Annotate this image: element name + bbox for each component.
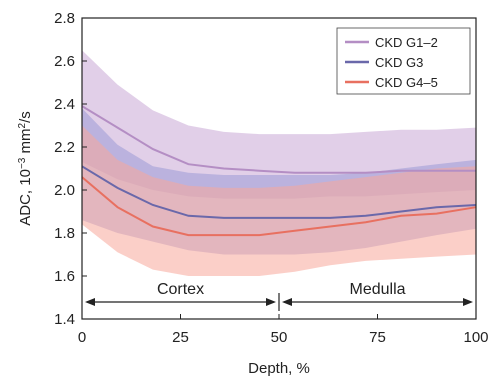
y-tick-label: 2.8 bbox=[54, 10, 75, 27]
y-axis-title-exponent: −3 bbox=[17, 157, 28, 169]
y-tick-label: 1.8 bbox=[54, 225, 75, 242]
y-tick-label: 2.6 bbox=[54, 53, 75, 70]
legend: CKD G1–2 CKD G3 CKD G4–5 bbox=[337, 28, 470, 94]
y-tick-label: 2.0 bbox=[54, 182, 75, 199]
arrow-head-right-icon bbox=[463, 298, 473, 306]
y-tick-label: 1.6 bbox=[54, 268, 75, 285]
y-axis-title-unit-tail: /s bbox=[17, 111, 34, 123]
y-tick-label: 1.4 bbox=[54, 311, 75, 328]
y-axis-title-unit: mm bbox=[17, 128, 34, 157]
arrow-head-left-icon bbox=[85, 298, 95, 306]
arrow-head-left-icon bbox=[282, 298, 292, 306]
x-tick-label: 25 bbox=[172, 329, 189, 346]
x-tick-label: 100 bbox=[463, 329, 488, 346]
x-tick-label: 75 bbox=[369, 329, 386, 346]
x-tick-label: 50 bbox=[271, 329, 288, 346]
legend-label-2: CKD G3 bbox=[375, 55, 423, 70]
y-axis-title-prefix: ADC, 10 bbox=[17, 169, 34, 226]
region-label-2: Medulla bbox=[349, 281, 405, 298]
legend-label-3: CKD G4–5 bbox=[375, 75, 438, 90]
y-tick-label: 2.2 bbox=[54, 139, 75, 156]
region-label-1: Cortex bbox=[157, 281, 204, 298]
arrow-head-right-icon bbox=[266, 298, 276, 306]
region-annotations: Cortex Medulla bbox=[85, 281, 473, 311]
y-axis-title: ADC, 10−3 mm2/s bbox=[17, 111, 35, 226]
legend-label-1: CKD G1–2 bbox=[375, 35, 438, 50]
y-tick-label: 2.4 bbox=[54, 96, 75, 113]
x-axis-title: Depth, % bbox=[248, 360, 310, 377]
x-tick-label: 0 bbox=[78, 329, 86, 346]
